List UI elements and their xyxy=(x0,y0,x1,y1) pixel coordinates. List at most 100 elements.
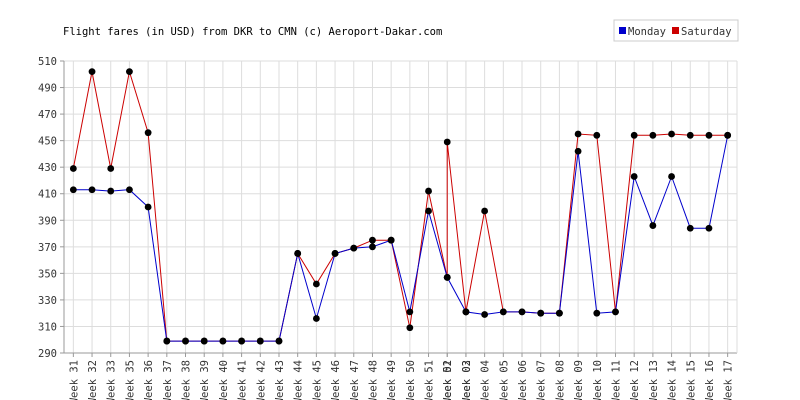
data-point-saturday xyxy=(425,187,432,195)
y-tick-label: 510 xyxy=(38,56,57,68)
x-tick-label: Week 02 xyxy=(461,360,473,400)
data-point-monday xyxy=(219,337,227,345)
x-tick-label: Week 11 xyxy=(610,360,622,400)
legend-swatch-saturday xyxy=(672,27,679,34)
data-point-monday xyxy=(649,222,657,229)
x-tick-label: Week 36 xyxy=(143,360,155,400)
data-point-monday xyxy=(668,173,675,180)
x-tick-labels: Week 31 Week 32 Week 33 Week 35 Week 36 Week … xyxy=(68,360,734,400)
x-tick-label: Week 44 xyxy=(293,360,305,400)
y-tick-labels: 290 310 330 350 370 390 410 430 450 470 490 510 xyxy=(38,56,57,360)
data-point-monday xyxy=(350,244,358,252)
data-point-monday xyxy=(705,224,713,232)
x-tick-label: Week 16 xyxy=(704,360,716,400)
y-tick-label: 350 xyxy=(38,268,57,280)
x-tick-label: Week 12 xyxy=(629,360,641,400)
data-point-monday xyxy=(630,173,638,180)
x-tick-label: Week 15 xyxy=(685,360,697,400)
data-point-monday xyxy=(686,224,694,232)
x-tick-label: Week 40 xyxy=(218,360,230,400)
series-points xyxy=(69,68,732,345)
data-point-monday xyxy=(518,308,526,316)
x-tick-label: Week 10 xyxy=(592,360,604,400)
data-point-saturday xyxy=(574,130,582,138)
data-point-saturday xyxy=(686,131,694,139)
x-tick-label: Week 37 xyxy=(162,360,174,400)
data-point-monday xyxy=(462,308,470,316)
data-point-saturday xyxy=(406,324,414,332)
data-point-monday xyxy=(69,186,77,194)
data-point-monday xyxy=(406,308,414,316)
data-point-monday xyxy=(294,250,302,257)
legend-swatch-monday xyxy=(619,27,626,34)
data-point-monday xyxy=(574,147,582,155)
x-tick-label: Week 14 xyxy=(667,360,679,400)
data-point-monday xyxy=(537,309,545,317)
x-tick-label: Week 46 xyxy=(330,360,342,400)
x-tick-label: Week 49 xyxy=(386,360,398,400)
data-point-monday xyxy=(556,309,563,317)
x-tick-label: Week 43 xyxy=(274,360,286,400)
y-tick-label: 430 xyxy=(38,162,57,174)
x-tick-label: Week 17 xyxy=(723,360,735,400)
y-tick-label: 490 xyxy=(38,83,57,95)
data-point-saturday xyxy=(443,138,451,146)
data-point-monday xyxy=(256,337,264,345)
chart-title: Flight fares (in USD) from DKR to CMN (c… xyxy=(63,26,442,38)
x-tick-label: Week 06 xyxy=(517,360,529,400)
data-point-monday xyxy=(144,203,152,211)
data-point-monday xyxy=(499,308,507,316)
data-point-saturday xyxy=(144,129,152,137)
x-tick-label: Week 05 xyxy=(498,360,510,400)
x-tick-label: Week 51 xyxy=(424,360,436,400)
y-tick-label: 370 xyxy=(38,242,57,254)
data-point-monday xyxy=(481,311,489,318)
x-tick-label: Week 38 xyxy=(181,360,193,400)
x-tick-label: Week 50 xyxy=(405,360,417,400)
x-tick-label: Week 04 xyxy=(480,360,492,400)
x-tick-label: Week 32 xyxy=(87,360,99,400)
data-point-monday xyxy=(275,337,283,345)
data-point-saturday xyxy=(593,131,601,139)
x-tick-label: Week 39 xyxy=(199,360,211,400)
data-point-monday xyxy=(369,243,376,251)
data-point-monday xyxy=(724,131,732,139)
x-tick-label: Week 41 xyxy=(237,360,249,400)
y-tick-label: 390 xyxy=(38,215,57,227)
data-point-monday xyxy=(312,315,320,322)
y-tick-label: 310 xyxy=(38,321,57,333)
data-point-monday xyxy=(200,337,208,345)
data-point-monday xyxy=(331,250,339,257)
y-tick-label: 330 xyxy=(38,295,57,307)
data-point-saturday xyxy=(69,165,77,172)
data-point-saturday xyxy=(649,131,657,139)
data-point-monday xyxy=(612,308,619,316)
data-point-monday xyxy=(182,337,189,345)
data-point-monday xyxy=(88,186,96,194)
x-tick-label: Week 07 xyxy=(536,360,548,400)
data-point-monday xyxy=(425,207,432,215)
y-tick-label: 470 xyxy=(38,109,57,121)
x-tick-label: Week 48 xyxy=(367,360,379,400)
x-tick-label: Week 09 xyxy=(573,360,585,400)
x-tick-label: Week 35 xyxy=(124,360,136,400)
x-tick-label: Week 47 xyxy=(349,360,361,400)
data-point-saturday xyxy=(705,131,713,139)
x-tick-label: Week 31 xyxy=(68,360,80,400)
data-point-saturday xyxy=(88,68,96,76)
x-tick-label: Week 45 xyxy=(311,360,323,400)
data-point-saturday xyxy=(481,207,489,215)
data-point-monday xyxy=(107,187,115,195)
data-point-monday xyxy=(238,337,245,345)
axes xyxy=(60,60,738,357)
y-tick-label: 450 xyxy=(38,136,57,148)
data-point-saturday xyxy=(630,131,638,139)
x-tick-label: Week 33 xyxy=(106,360,118,400)
legend-label-monday: Monday xyxy=(628,26,666,38)
x-tick-label: Week 01 xyxy=(442,360,454,400)
data-point-monday xyxy=(126,186,133,194)
data-point-saturday xyxy=(668,130,675,138)
data-point-monday xyxy=(387,236,395,244)
